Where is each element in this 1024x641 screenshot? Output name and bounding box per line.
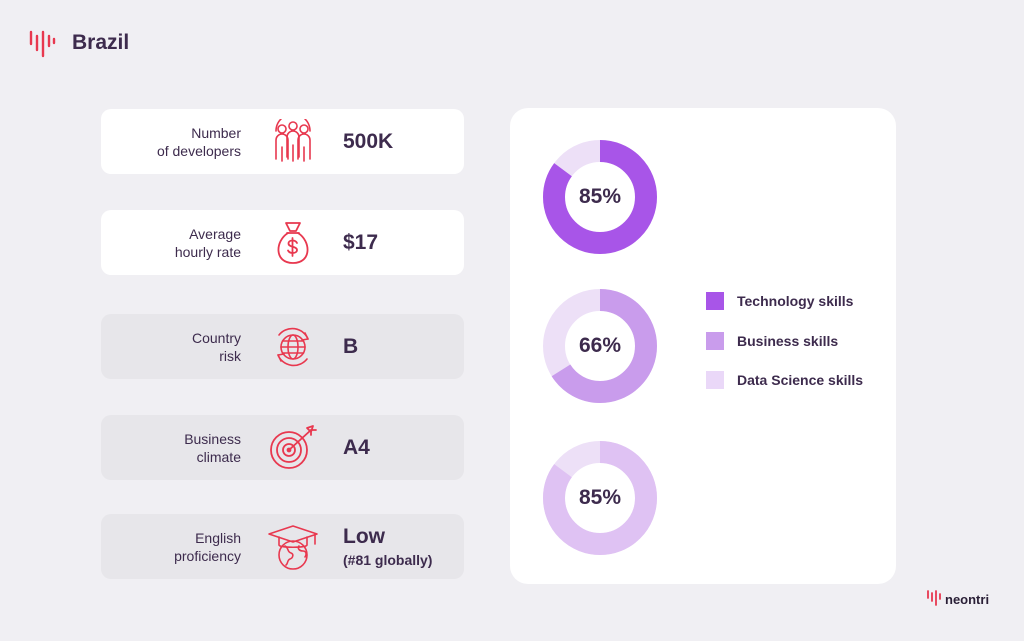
metric-card-english: English proficiency Low (#81 globally) (101, 514, 464, 579)
legend-swatch (706, 371, 724, 389)
donut-chart-business: 66% (540, 286, 660, 406)
metric-value: B (343, 334, 359, 358)
donut-chart-data-science: 85% (540, 438, 660, 558)
donut-label: 85% (578, 486, 622, 509)
donut-chart-technology: 85% (540, 137, 660, 257)
neontri-logo-icon (926, 588, 942, 611)
metric-label: Average hourly rate (174, 225, 241, 260)
brand-footer: neontri (926, 588, 989, 611)
metric-label: Business climate (184, 430, 241, 465)
metric-value-sub: (#81 globally) (343, 551, 433, 568)
globe-arrows-icon (263, 323, 323, 371)
metric-label: Country risk (191, 329, 241, 364)
donut-arc-business (543, 289, 657, 403)
soundwave-logo-icon (28, 28, 56, 58)
metric-value: A4 (343, 435, 370, 459)
skills-chart-panel: 85% 66% 85% Technology skills Business s… (510, 108, 896, 584)
donut-arc-technology (543, 140, 657, 254)
metric-value: $17 (343, 230, 379, 254)
legend-item-data-science: Data Science skills (706, 370, 863, 390)
metric-value: 500K (343, 129, 394, 153)
metric-card-hourly-rate: Average hourly rate $17 (101, 210, 464, 275)
metric-card-business-climate: Business climate A4 (101, 415, 464, 480)
metric-value: Low (#81 globally) (343, 525, 432, 569)
brand-name: neontri (945, 592, 990, 607)
legend-swatch (706, 292, 724, 310)
donut-label: 66% (578, 334, 622, 357)
legend-item-business: Business skills (706, 331, 863, 351)
legend-label: Technology skills (737, 293, 854, 309)
page-title: Brazil (72, 31, 130, 54)
graduation-globe-icon (263, 522, 323, 572)
metric-card-developers: Number of developers 500K (101, 109, 464, 174)
metric-label: Number of developers (156, 124, 241, 159)
legend-label: Business skills (737, 333, 839, 349)
legend-item-technology: Technology skills (706, 291, 863, 311)
donut-arc-data-science (543, 441, 657, 555)
legend-label: Data Science skills (737, 372, 864, 388)
money-bag-icon (263, 219, 323, 267)
donut-label: 85% (578, 185, 622, 208)
legend-swatch (706, 332, 724, 350)
metric-card-country-risk: Country risk B (101, 314, 464, 379)
page-header: Brazil (28, 28, 129, 58)
metric-label: English proficiency (174, 529, 241, 564)
target-arrow-icon (263, 424, 323, 472)
metric-value-main: Low (343, 524, 385, 548)
chart-legend: Technology skills Business skills Data S… (706, 291, 863, 410)
people-group-icon (263, 118, 323, 165)
